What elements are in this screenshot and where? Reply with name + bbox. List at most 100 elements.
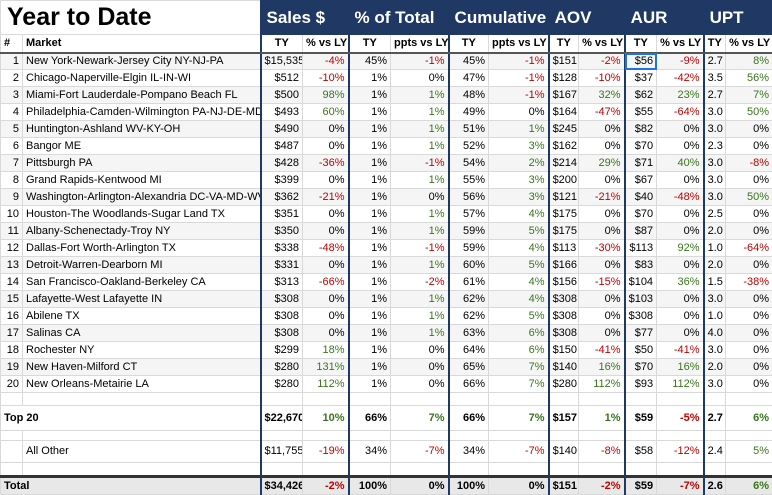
value-cell: 1% xyxy=(391,121,449,138)
group-header: % of Total xyxy=(349,1,449,35)
value-cell: 0% xyxy=(303,172,349,189)
market-cell: Chicago-Naperville-Elgin IL-IN-WI xyxy=(23,70,261,87)
value-cell: 0% xyxy=(489,104,549,121)
value-cell: 20 xyxy=(1,376,23,393)
value-cell: $362 xyxy=(261,189,303,206)
value-cell: $308 xyxy=(549,308,579,325)
value-cell: 8% xyxy=(726,53,772,70)
value-cell: 2.0 xyxy=(704,359,726,376)
empty-cell xyxy=(23,393,261,406)
value-cell: -1% xyxy=(391,53,449,70)
value-cell: $487 xyxy=(261,138,303,155)
value-cell: 0% xyxy=(303,257,349,274)
value-cell: $11,755 xyxy=(261,441,303,463)
value-cell: 0% xyxy=(726,376,772,393)
value-cell: -66% xyxy=(303,274,349,291)
market-cell: New Haven-Milford CT xyxy=(23,359,261,376)
value-cell: 112% xyxy=(657,376,704,393)
value-cell: 17 xyxy=(1,325,23,342)
value-cell: 1.0 xyxy=(704,308,726,325)
value-cell: 7 xyxy=(1,155,23,172)
value-cell: 5% xyxy=(489,223,549,240)
value-cell: 1% xyxy=(349,104,391,121)
value-cell: -30% xyxy=(579,240,625,257)
value-cell: 0% xyxy=(391,359,449,376)
empty-cell xyxy=(1,463,23,477)
value-cell: 4% xyxy=(489,206,549,223)
value-cell: 1% xyxy=(391,172,449,189)
empty-cell xyxy=(303,431,349,441)
column-header: Market xyxy=(23,35,261,53)
column-header: # xyxy=(1,35,23,53)
value-cell: $113 xyxy=(549,240,579,257)
market-cell: Salinas CA xyxy=(23,325,261,342)
value-cell: 48% xyxy=(449,87,489,104)
row xyxy=(1,393,772,406)
value-cell: -7% xyxy=(489,441,549,463)
value-cell: 50% xyxy=(726,104,772,121)
value-cell: -7% xyxy=(657,477,704,495)
value-cell: 1.5 xyxy=(704,274,726,291)
value-cell: 60% xyxy=(303,104,349,121)
value-cell: 0% xyxy=(657,291,704,308)
value-cell: 112% xyxy=(579,376,625,393)
value-cell: $200 xyxy=(549,172,579,189)
value-cell: 36% xyxy=(657,274,704,291)
value-cell: -1% xyxy=(391,240,449,257)
value-cell: 1 xyxy=(1,53,23,70)
column-header: % vs LY xyxy=(303,35,349,53)
value-cell: 59% xyxy=(449,240,489,257)
value-cell: 40% xyxy=(657,155,704,172)
empty-cell xyxy=(261,463,303,477)
value-cell: $83 xyxy=(625,257,657,274)
value-cell: $338 xyxy=(261,240,303,257)
market-cell: New Orleans-Metairie LA xyxy=(23,376,261,393)
value-cell: 1% xyxy=(349,376,391,393)
value-cell: 0% xyxy=(726,359,772,376)
value-cell: $150 xyxy=(549,342,579,359)
value-cell: -1% xyxy=(489,53,549,70)
value-cell: 1% xyxy=(349,240,391,257)
value-cell: 66% xyxy=(449,406,489,431)
value-cell: $87 xyxy=(625,223,657,240)
value-cell: $493 xyxy=(261,104,303,121)
value-cell: $151 xyxy=(549,477,579,495)
value-cell: 13 xyxy=(1,257,23,274)
value-cell: 4 xyxy=(1,104,23,121)
value-cell: $280 xyxy=(261,359,303,376)
value-cell: 1% xyxy=(391,138,449,155)
empty-cell xyxy=(349,431,391,441)
value-cell: 1% xyxy=(489,121,549,138)
value-cell: 0% xyxy=(726,121,772,138)
value-cell: 2.3 xyxy=(704,138,726,155)
market-cell: Huntington-Ashland WV-KY-OH xyxy=(23,121,261,138)
column-header: ppts vs LY xyxy=(391,35,449,53)
value-cell: 56% xyxy=(449,189,489,206)
value-cell: -8% xyxy=(579,441,625,463)
value-cell: $37 xyxy=(625,70,657,87)
value-cell: 92% xyxy=(657,240,704,257)
value-cell: 2% xyxy=(489,155,549,172)
value-cell: 45% xyxy=(349,53,391,70)
column-header: % vs LY xyxy=(726,35,772,53)
value-cell: 34% xyxy=(349,441,391,463)
value-cell: 16 xyxy=(1,308,23,325)
value-cell: -64% xyxy=(726,240,772,257)
value-cell: 3.5 xyxy=(704,70,726,87)
empty-cell xyxy=(704,431,726,441)
column-header: ppts vs LY xyxy=(489,35,549,53)
empty-cell xyxy=(704,463,726,477)
value-cell: 2.5 xyxy=(704,206,726,223)
column-header: TY xyxy=(625,35,657,53)
value-cell: 18% xyxy=(303,342,349,359)
